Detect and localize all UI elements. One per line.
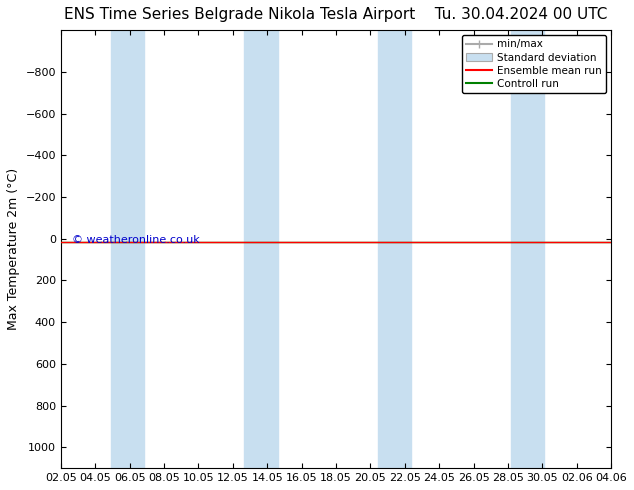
Bar [244, 30, 278, 468]
Bar [378, 30, 411, 468]
Legend: min/max, Standard deviation, Ensemble mean run, Controll run: min/max, Standard deviation, Ensemble me… [462, 35, 606, 93]
Text: © weatheronline.co.uk: © weatheronline.co.uk [72, 235, 200, 245]
Bar [511, 30, 545, 468]
Title: ENS Time Series Belgrade Nikola Tesla Airport    Tu. 30.04.2024 00 UTC: ENS Time Series Belgrade Nikola Tesla Ai… [64, 7, 608, 22]
Y-axis label: Max Temperature 2m (°C): Max Temperature 2m (°C) [7, 168, 20, 330]
Bar [111, 30, 145, 468]
